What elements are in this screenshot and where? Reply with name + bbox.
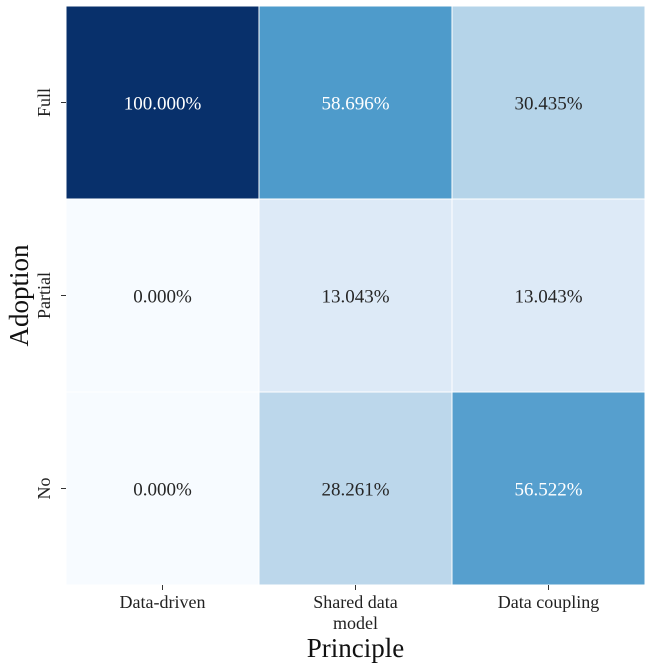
heatmap-cell: [451, 5, 646, 200]
cell-value-label: 30.435%: [514, 94, 582, 115]
heatmap-cells: 100.000% 58.696% 30.435% 0.000% 13.043% 13.04…: [65, 5, 646, 586]
y-tick-label: Partial: [34, 272, 54, 319]
x-tick-label: Shared data: [313, 592, 397, 612]
heatmap-cell: [65, 198, 260, 393]
cell-value-label: 56.522%: [514, 480, 582, 501]
y-axis-label: Adoption: [4, 244, 34, 347]
x-axis-label: Principle: [307, 633, 404, 663]
heatmap-cell: [258, 391, 453, 586]
y-tick-labels: Full Partial No: [34, 88, 54, 500]
axis-ticks: [61, 102, 549, 590]
cell-value-label: 0.000%: [133, 480, 192, 501]
x-tick-label: Data-driven: [120, 592, 206, 612]
cell-value-label: 13.043%: [321, 287, 389, 308]
heatmap-cell: [451, 198, 646, 393]
cell-value-label: 100.000%: [124, 94, 202, 115]
heatmap-cell: [258, 5, 453, 200]
heatmap-cell: [258, 198, 453, 393]
cell-value-label: 58.696%: [321, 94, 389, 115]
cell-value-label: 13.043%: [514, 287, 582, 308]
heatmap-cell: [65, 391, 260, 586]
y-tick-label: No: [34, 478, 54, 500]
x-tick-label: Data coupling: [498, 592, 599, 612]
y-tick-label: Full: [34, 88, 54, 117]
heatmap-cell: [65, 5, 260, 200]
cell-value-label: 0.000%: [133, 287, 192, 308]
x-tick-label: model: [333, 613, 378, 633]
cell-value-label: 28.261%: [321, 480, 389, 501]
